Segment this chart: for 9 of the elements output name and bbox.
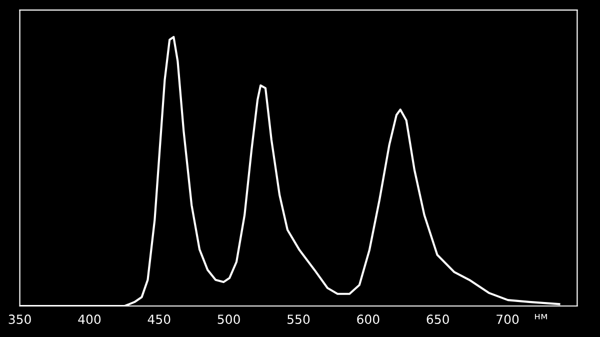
x-tick-label: 450 — [148, 314, 170, 324]
x-tick-label: 350 — [8, 314, 31, 324]
x-tick-label: 600 — [357, 314, 380, 324]
x-tick-label: 700 — [496, 314, 519, 324]
x-tick-label: 400 — [78, 314, 101, 324]
x-tick-label: 550 — [288, 314, 310, 324]
x-tick-label: 650 — [426, 314, 449, 324]
x-tick-label: 500 — [218, 314, 240, 324]
x-axis-title: нм — [535, 314, 547, 320]
